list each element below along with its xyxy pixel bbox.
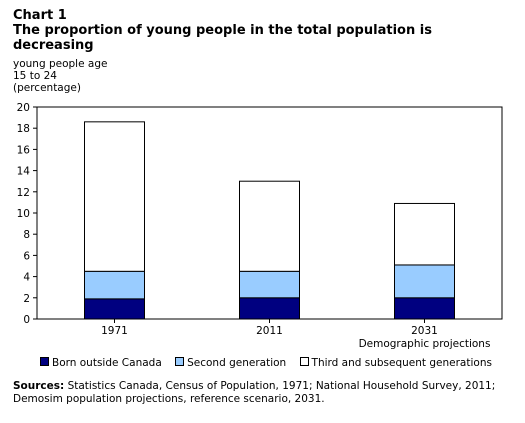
y-tick-label: 10	[17, 208, 30, 220]
x-tick-sublabel: Demographic projections	[359, 338, 491, 350]
y-tick-label: 8	[23, 229, 30, 241]
bar-segment-2031-series-2	[394, 202, 455, 266]
y-tick-label: 12	[17, 187, 30, 199]
legend-item-born-outside-canada: Born outside Canada	[40, 357, 162, 369]
legend-label-second-generation: Second generation	[187, 357, 287, 369]
bar-segment-2031-series-1	[394, 264, 455, 299]
legend-label-born-outside-canada: Born outside Canada	[52, 357, 162, 369]
legend-swatch-born-outside-canada	[40, 357, 49, 366]
legend-swatch-second-generation	[175, 357, 185, 366]
bar-segment-1971-series-0	[84, 298, 145, 320]
y-tick-label: 2	[23, 293, 30, 305]
sources-note: Sources: Statistics Canada, Census of Po…	[13, 380, 513, 406]
legend-swatch-third-generation	[299, 357, 309, 366]
bar-segment-1971-series-2	[84, 121, 145, 272]
x-tick-label: 1971	[101, 325, 128, 337]
y-axis-label: young people age 15 to 24 (percentage)	[13, 58, 108, 94]
y-tick-label: 14	[17, 166, 31, 178]
bar-segment-2011-series-2	[239, 180, 300, 272]
chart-title: The proportion of young people in the to…	[13, 23, 432, 53]
legend-item-second-generation: Second generation	[175, 357, 286, 369]
sources-label: Sources:	[13, 380, 65, 392]
legend-item-third-generation: Third and subsequent generations	[299, 357, 492, 369]
y-tick-label: 18	[17, 123, 30, 135]
x-tick-label: 2011	[256, 325, 283, 337]
y-tick-label: 4	[23, 272, 30, 284]
x-tick-label: 2031	[411, 325, 438, 337]
bar-segment-2011-series-1	[239, 270, 300, 299]
y-tick-label: 6	[23, 250, 30, 262]
y-tick-label: 16	[17, 144, 31, 156]
legend: Born outside Canada Second generation Th…	[40, 357, 502, 369]
bar-segment-1971-series-1	[84, 270, 145, 300]
bar-segment-2011-series-0	[239, 297, 300, 320]
y-tick-label: 20	[17, 102, 30, 114]
legend-label-third-generation: Third and subsequent generations	[311, 357, 492, 369]
sources-text: Statistics Canada, Census of Population,…	[13, 380, 496, 405]
bar-segment-2031-series-0	[394, 297, 455, 320]
y-tick-label: 0	[23, 314, 30, 326]
chart-number: Chart 1	[13, 8, 67, 23]
chart-heading: Chart 1 The proportion of young people i…	[13, 8, 493, 53]
